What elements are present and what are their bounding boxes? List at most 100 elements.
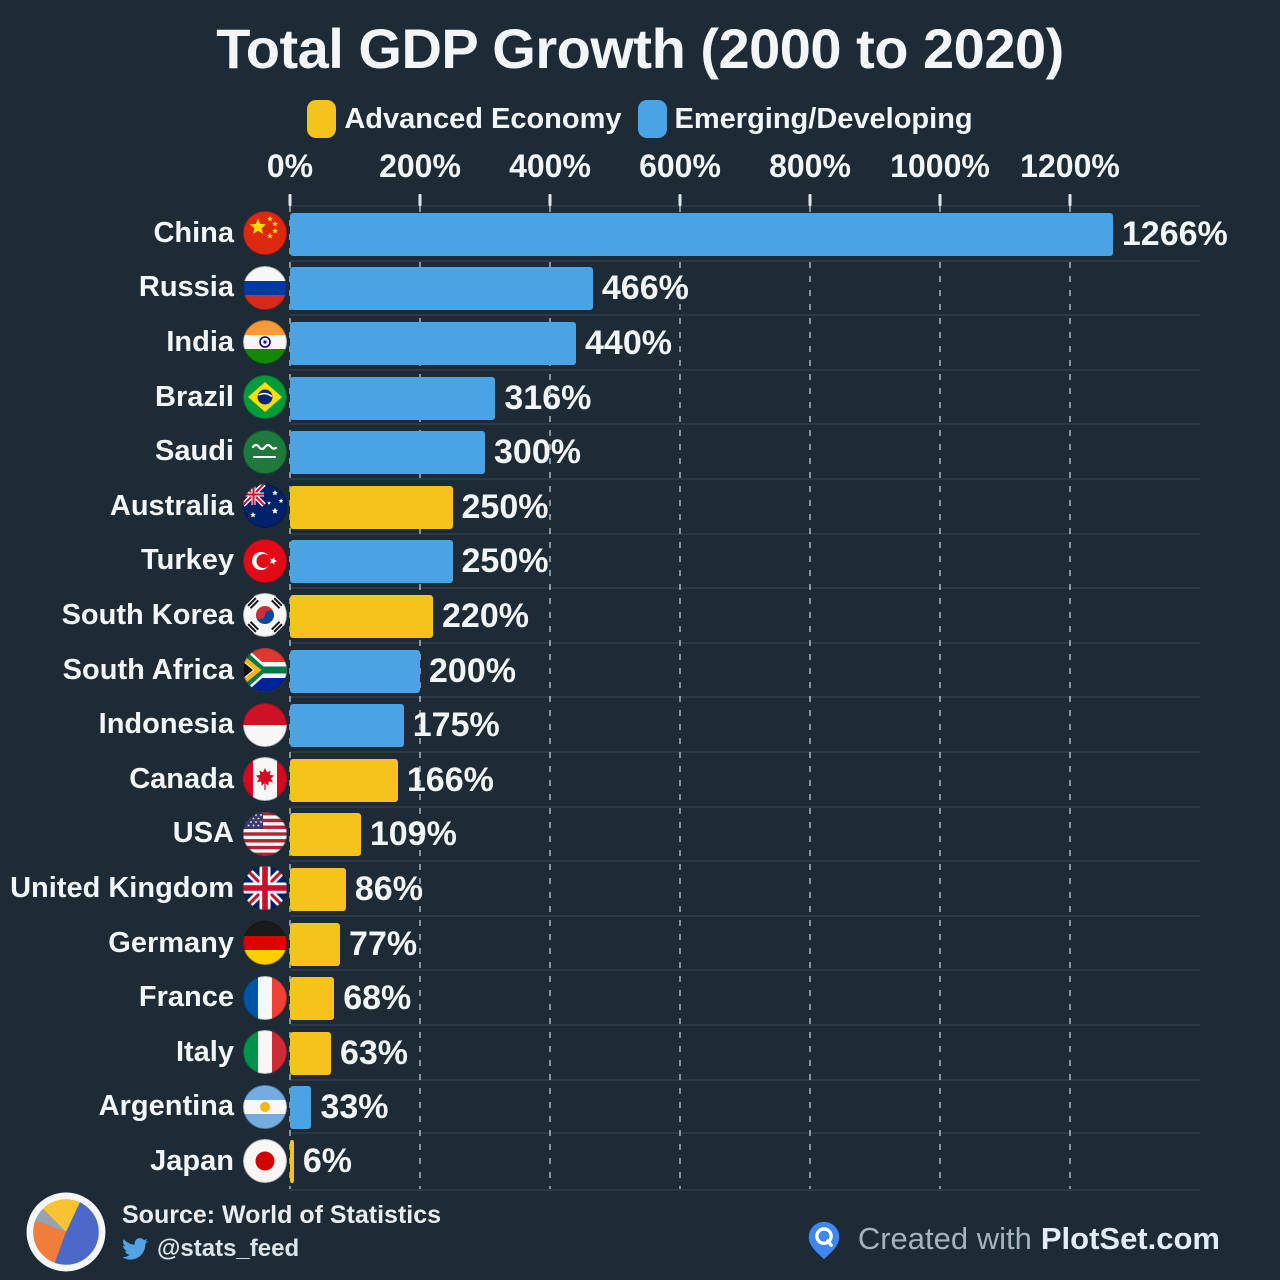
bar-track: 77%	[290, 914, 1200, 972]
flag-italy-icon	[243, 1030, 287, 1075]
value-label: 77%	[349, 924, 418, 963]
axis-tick-mark	[808, 194, 812, 206]
gdp-bar	[290, 376, 496, 420]
country-label: Italy	[175, 1035, 234, 1068]
bar-track: 440%	[290, 314, 1200, 371]
flag-japan-icon	[243, 1139, 287, 1184]
gridline	[1069, 206, 1071, 1189]
gridline	[549, 206, 551, 1189]
gridline	[419, 206, 421, 1189]
country-label: Turkey	[141, 544, 234, 577]
chart-row-united-kingdom: United Kingdom 86%	[0, 860, 1280, 917]
bar-track: 250%	[290, 532, 1200, 590]
chart-title: Total GDP Growth (2000 to 2020)	[216, 17, 1064, 80]
bar-track: 63%	[290, 1023, 1200, 1081]
flag-south-africa-icon	[243, 648, 287, 693]
flag-canada-icon	[243, 757, 287, 802]
chart-row-saudi-arabia: Saudi 300%	[0, 423, 1280, 479]
gdp-bar	[290, 1086, 312, 1130]
chart-row-france: France 68%	[0, 969, 1280, 1026]
bar-track: 68%	[290, 969, 1200, 1026]
value-label: 166%	[406, 760, 494, 799]
country-label: India	[166, 325, 234, 358]
flag-australia-icon	[243, 484, 287, 529]
axis-tick-mark	[678, 194, 682, 206]
created-with-text: Created with	[857, 1221, 1032, 1256]
chart-row-south-africa: South Africa 200%	[0, 641, 1280, 699]
gdp-bar	[290, 540, 453, 584]
value-label: 466%	[601, 269, 689, 308]
source-attribution: Source: World of Statistics @stats_feed	[26, 1192, 441, 1272]
flag-argentina-icon	[243, 1084, 287, 1129]
legend-label-emerging: Emerging/Developing	[674, 102, 973, 135]
value-label: 300%	[494, 433, 581, 472]
country-label: Brazil	[155, 380, 234, 413]
bar-chart: China 1266% Russia 466% India 440% Brazil 316% S…	[0, 205, 1280, 1191]
axis-tick-label: 0%	[266, 148, 314, 184]
legend-swatch-advanced-icon	[307, 100, 337, 138]
plotset-link[interactable]: PlotSet.com	[1040, 1221, 1220, 1256]
chart-row-india: India 440%	[0, 314, 1280, 371]
bar-track: 86%	[290, 860, 1200, 917]
x-axis: 0% 200% 400% 600% 800% 1000% 1200%	[267, 146, 1200, 206]
legend-label-advanced: Advanced Economy	[344, 102, 622, 135]
flag-south-korea-icon	[243, 593, 287, 638]
value-label: 33%	[320, 1088, 389, 1127]
gridline	[809, 206, 811, 1189]
gdp-bar	[290, 212, 1113, 256]
value-label: 86%	[354, 869, 423, 908]
flag-turkey-icon	[243, 538, 287, 583]
axis-tick-label: 600%	[639, 148, 721, 184]
source-text: Source: World of Statistics	[122, 1201, 442, 1229]
country-label: Argentina	[98, 1090, 234, 1123]
country-label: Australia	[109, 489, 234, 522]
country-label: United Kingdom	[10, 871, 234, 904]
bar-track: 33%	[290, 1078, 1200, 1136]
chart-row-russia: Russia 466%	[0, 259, 1280, 316]
chart-row-australia: Australia 250%	[0, 477, 1280, 534]
value-label: 440%	[585, 323, 672, 362]
gridline	[939, 206, 941, 1189]
axis-tick-mark	[418, 194, 422, 206]
flag-usa-icon	[243, 811, 287, 856]
gridline	[679, 206, 681, 1189]
value-label: 316%	[504, 378, 592, 417]
flag-brazil-icon	[243, 375, 287, 420]
gdp-bar	[290, 431, 485, 475]
country-label: China	[153, 216, 234, 249]
gdp-bar	[290, 758, 398, 802]
twitter-handle[interactable]: @stats_feed	[157, 1235, 300, 1262]
country-label: Japan	[150, 1144, 234, 1177]
value-label: 6%	[302, 1141, 353, 1180]
value-label: 1266%	[1121, 214, 1228, 253]
bar-track: 175%	[290, 696, 1200, 753]
chart-row-canada: Canada 166%	[0, 750, 1280, 807]
flag-germany-icon	[243, 921, 287, 966]
value-label: 200%	[429, 651, 516, 690]
legend-swatch-emerging-icon	[637, 100, 667, 138]
bar-track: 220%	[290, 587, 1200, 644]
bar-track: 200%	[290, 641, 1200, 699]
gdp-bar	[290, 704, 404, 748]
axis-tick-label: 1000%	[890, 148, 990, 184]
chart-rows: China 1266% Russia 466% India 440% Brazil 316% S…	[0, 205, 1280, 1191]
flag-russia-icon	[243, 265, 287, 310]
grid-overlay	[289, 206, 1200, 1189]
gdp-bar	[290, 977, 335, 1021]
flag-united-kingdom-icon	[243, 866, 287, 911]
value-label: 175%	[412, 706, 500, 745]
axis-tick-label: 200%	[379, 148, 461, 184]
value-label: 68%	[343, 979, 412, 1018]
axis-tick-mark	[1068, 194, 1072, 206]
gdp-bar	[290, 813, 361, 857]
gdp-bar	[290, 867, 346, 911]
country-label: USA	[172, 817, 234, 850]
flag-indonesia-icon	[243, 702, 287, 747]
gdp-bar	[290, 321, 576, 365]
country-label: France	[138, 981, 234, 1014]
bar-track: 109%	[290, 805, 1200, 863]
country-label: Saudi	[155, 435, 234, 468]
gdp-bar	[290, 649, 420, 693]
value-label: 250%	[461, 542, 549, 581]
